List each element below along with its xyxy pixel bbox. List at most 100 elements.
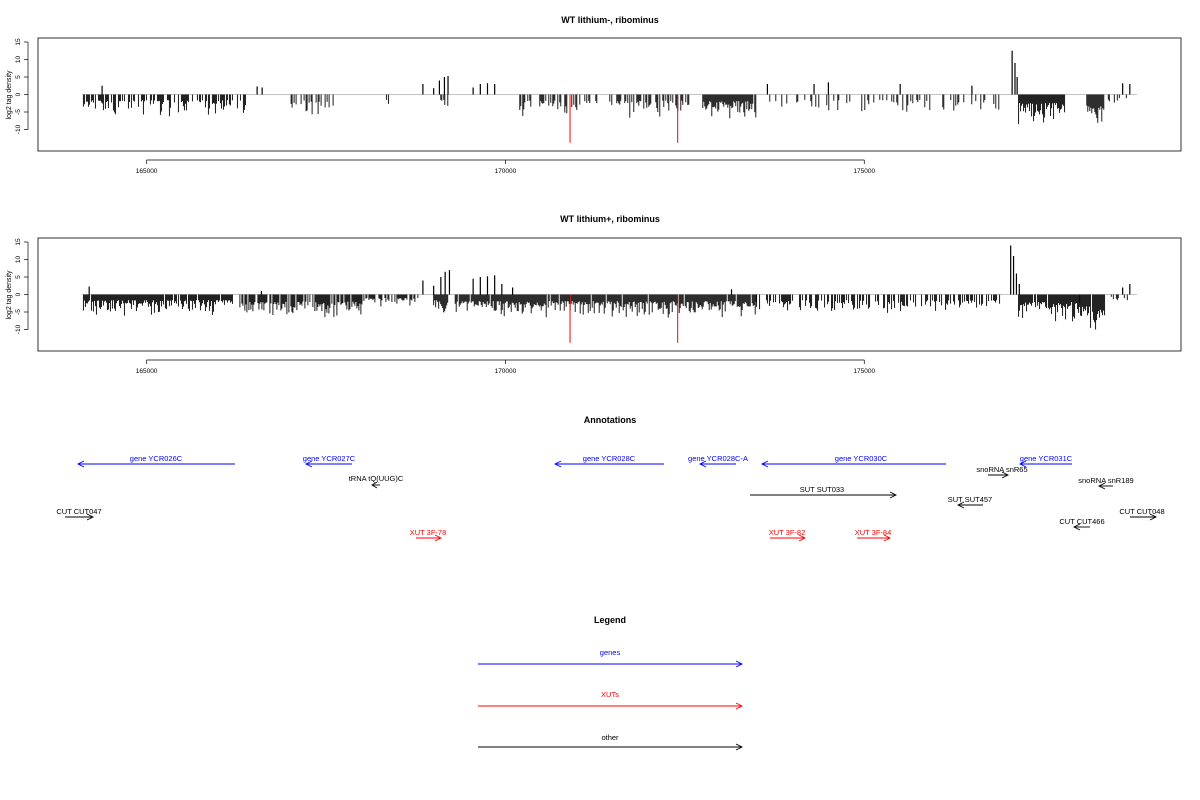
feature-label: gene YCR027C — [303, 454, 356, 463]
panel-2-y-axis: 15 10 5 0 -5 -10 — [15, 238, 29, 334]
feature-label: tRNA tQ(UUG)C — [349, 474, 404, 483]
feature-trna-tq-uug-c: tRNA tQ(UUG)C — [349, 474, 404, 489]
feature-xut-3f-84: XUT 3F-84 — [855, 528, 892, 542]
negative-signal-region — [454, 294, 757, 318]
x-tick-label: 165000 — [136, 168, 158, 175]
panel-1-frame — [37, 37, 1182, 152]
arrowhead-icon — [1097, 482, 1106, 490]
x-tick-label: 170000 — [495, 168, 517, 175]
feature-xut-3f-78: XUT 3F-78 — [410, 528, 447, 542]
annotations-track: Annotations gene YCR026C gene YCR027C ge… — [56, 415, 1165, 542]
legend-label: XUTs — [601, 690, 619, 699]
feature-label: snoRNA snR189 — [1078, 476, 1133, 485]
arrowhead-icon — [889, 491, 898, 499]
legend-item-other: other — [478, 733, 744, 751]
feature-gene-ycr031c: gene YCR031C — [1018, 454, 1073, 468]
arrowhead-icon — [86, 513, 95, 521]
feature-cut-cut466: CUT CUT466 — [1059, 517, 1105, 531]
panel-2-marks — [82, 245, 1137, 343]
negative-signal-region — [1018, 294, 1081, 322]
panel-2-frame — [37, 237, 1182, 352]
negative-signal-region — [1018, 94, 1066, 125]
arrowhead-icon — [1018, 460, 1027, 468]
panel-2-x-axis: 165000 170000 175000 — [136, 359, 876, 375]
arrowhead-icon — [760, 460, 769, 468]
y-tick-label: -10 — [15, 324, 22, 334]
negative-signal-region — [702, 94, 757, 119]
arrowhead-icon — [735, 743, 744, 751]
negative-signal-region — [433, 294, 449, 313]
panel-2-y-label: log2 tag density — [6, 270, 13, 320]
arrowhead-icon — [956, 501, 965, 509]
negative-signal-region — [440, 94, 449, 106]
y-tick-label: 10 — [15, 56, 22, 64]
negative-signal-region — [361, 294, 419, 307]
arrowhead-icon — [883, 534, 892, 542]
feature-gene-ycr026c: gene YCR026C — [76, 454, 235, 468]
feature-label: gene YCR028C — [583, 454, 636, 463]
y-tick-label: 0 — [15, 92, 22, 96]
arrowhead-icon — [1001, 471, 1010, 479]
legend-item-genes: genes — [478, 648, 744, 668]
arrowhead-icon — [76, 460, 85, 468]
legend-label: genes — [600, 648, 621, 657]
panel-lithium-plus: WT lithium+, ribominus log2 tag density … — [6, 214, 1182, 375]
feature-gene-ycr030c: gene YCR030C — [760, 454, 946, 468]
feature-cut-cut048: CUT CUT048 — [1119, 507, 1165, 521]
negative-signal-region — [290, 94, 334, 115]
y-tick-label: -5 — [15, 109, 22, 115]
feature-label: CUT CUT466 — [1059, 517, 1104, 526]
y-tick-label: -10 — [15, 124, 22, 134]
feature-snorna-snr65: snoRNA snR65 — [976, 465, 1028, 479]
negative-signal-region — [82, 294, 233, 316]
negative-signal-region — [519, 94, 690, 118]
feature-label: SUT SUT457 — [948, 495, 992, 504]
feature-label: XUT 3F-84 — [855, 528, 892, 537]
arrowhead-icon — [1149, 513, 1158, 521]
feature-label: XUT 3F-82 — [769, 528, 806, 537]
negative-signal-region — [1107, 94, 1127, 103]
panel-1-y-label: log2 tag density — [6, 70, 13, 120]
panel-1-title: WT lithium-, ribominus — [561, 15, 659, 25]
y-tick-label: 15 — [15, 38, 22, 46]
feature-label: gene YCR028C-A — [688, 454, 748, 463]
x-tick-label: 170000 — [495, 368, 517, 375]
negative-signal-region — [385, 94, 389, 104]
feature-gene-ycr028c-a: gene YCR028C-A — [688, 454, 748, 468]
arrowhead-icon — [304, 460, 313, 468]
arrowhead-icon — [735, 660, 744, 668]
y-tick-label: 5 — [15, 75, 22, 79]
negative-signal-region — [1086, 94, 1105, 123]
arrowhead-icon — [798, 534, 807, 542]
negative-signal-region — [756, 294, 1001, 313]
arrowhead-icon — [553, 460, 562, 468]
negative-signal-region — [239, 294, 363, 318]
arrowhead-icon — [735, 702, 744, 710]
x-tick-label: 165000 — [136, 368, 158, 375]
feature-label: CUT CUT047 — [56, 507, 101, 516]
legend-label: other — [601, 733, 619, 742]
negative-signal-region — [82, 94, 246, 117]
negative-signal-region — [769, 94, 1000, 112]
feature-label: SUT SUT033 — [800, 485, 844, 494]
feature-label: CUT CUT048 — [1119, 507, 1164, 516]
feature-cut-cut047: CUT CUT047 — [56, 507, 102, 521]
y-tick-label: 0 — [15, 292, 22, 296]
arrowhead-icon — [434, 534, 443, 542]
x-tick-label: 175000 — [853, 368, 875, 375]
x-tick-label: 175000 — [853, 168, 875, 175]
feature-label: XUT 3F-78 — [410, 528, 447, 537]
feature-gene-ycr028c: gene YCR028C — [553, 454, 664, 468]
feature-label: snoRNA snR65 — [976, 465, 1027, 474]
y-tick-label: 5 — [15, 275, 22, 279]
arrowhead-icon — [371, 481, 378, 489]
y-tick-label: 15 — [15, 238, 22, 246]
feature-label: gene YCR026C — [130, 454, 183, 463]
negative-signal-region — [1110, 294, 1128, 301]
feature-sut-sut457: SUT SUT457 — [948, 495, 992, 509]
arrowhead-icon — [698, 460, 707, 468]
panel-1-x-axis: 165000 170000 175000 — [136, 159, 876, 175]
panel-1-marks — [82, 50, 1137, 143]
feature-xut-3f-82: XUT 3F-82 — [769, 528, 807, 542]
